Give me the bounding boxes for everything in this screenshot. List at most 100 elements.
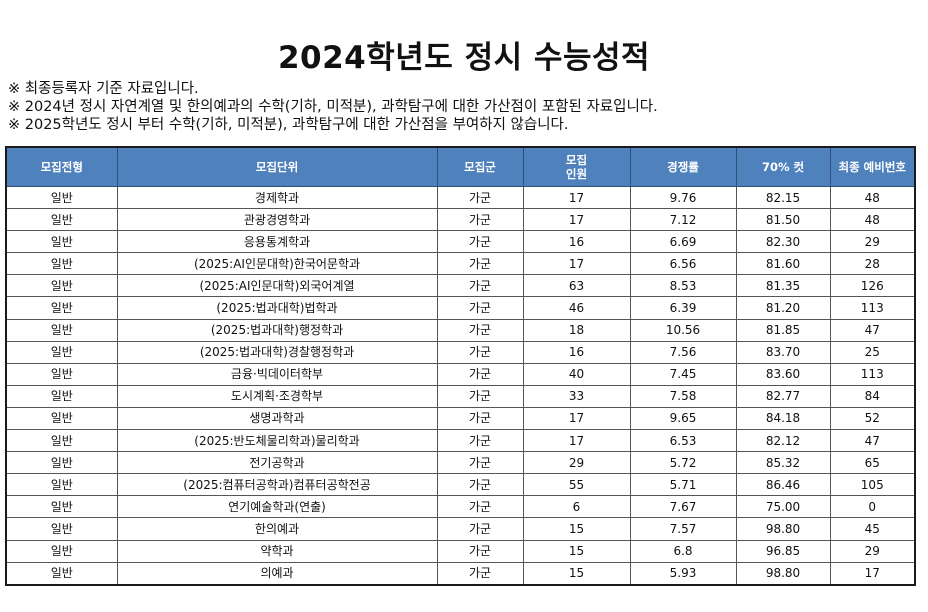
cell-quota: 15 xyxy=(522,561,631,586)
cell-department: (2025:반도체물리학과)물리학과 xyxy=(116,429,438,453)
cell-70-cut: 96.85 xyxy=(735,539,831,563)
cell-final-waitlist: 105 xyxy=(829,473,916,497)
cell-70-cut: 98.80 xyxy=(735,561,831,586)
cell-department: 약학과 xyxy=(116,539,438,563)
cell-competition-rate: 6.53 xyxy=(629,429,737,453)
cell-group: 가군 xyxy=(436,185,524,210)
cell-quota: 18 xyxy=(522,318,631,342)
cell-final-waitlist: 45 xyxy=(829,517,916,541)
table-row: 일반 경제학과 가군 17 9.76 82.15 48 xyxy=(5,185,916,210)
cell-quota: 63 xyxy=(522,274,631,298)
cell-final-waitlist: 48 xyxy=(829,208,916,232)
cell-admission-type: 일반 xyxy=(5,318,118,342)
cell-competition-rate: 6.69 xyxy=(629,230,737,254)
cell-70-cut: 85.32 xyxy=(735,451,831,475)
cell-admission-type: 일반 xyxy=(5,274,118,298)
note-bonus-included: ※ 2024년 정시 자연계열 및 한의예과의 수학(기하, 미적분), 과학탐… xyxy=(8,99,658,115)
header-department: 모집단위 xyxy=(116,146,438,187)
cell-quota: 17 xyxy=(522,429,631,453)
cell-department: 의예과 xyxy=(116,561,438,586)
cell-quota: 46 xyxy=(522,296,631,320)
notes: ※ 최종등록자 기준 자료입니다. ※ 2024년 정시 자연계열 및 한의예과… xyxy=(8,80,918,134)
cell-quota: 17 xyxy=(522,185,631,210)
cell-quota: 16 xyxy=(522,230,631,254)
table-row: 일반 (2025:반도체물리학과)물리학과 가군 17 6.53 82.12 47 xyxy=(5,429,916,453)
header-70-cut: 70% 컷 xyxy=(735,146,831,187)
cell-competition-rate: 6.39 xyxy=(629,296,737,320)
cell-group: 가군 xyxy=(436,362,524,386)
cell-admission-type: 일반 xyxy=(5,473,118,497)
cell-admission-type: 일반 xyxy=(5,208,118,232)
cell-department: (2025:컴퓨터공학과)컴퓨터공학전공 xyxy=(116,473,438,497)
cell-department: (2025:AI인문대학)외국어계열 xyxy=(116,274,438,298)
cell-final-waitlist: 113 xyxy=(829,296,916,320)
table-row: 일반 금융·빅데이터학부 가군 40 7.45 83.60 113 xyxy=(5,362,916,386)
cell-final-waitlist: 28 xyxy=(829,252,916,276)
cell-competition-rate: 7.12 xyxy=(629,208,737,232)
cell-70-cut: 83.70 xyxy=(735,340,831,364)
cell-group: 가군 xyxy=(436,208,524,232)
table-row: 일반 (2025:법과대학)경찰행정학과 가군 16 7.56 83.70 25 xyxy=(5,340,916,364)
cell-70-cut: 84.18 xyxy=(735,406,831,431)
cell-admission-type: 일반 xyxy=(5,185,118,210)
cell-70-cut: 81.60 xyxy=(735,252,831,276)
header-competition-rate: 경쟁률 xyxy=(629,146,737,187)
cell-quota: 6 xyxy=(522,495,631,519)
cell-admission-type: 일반 xyxy=(5,252,118,276)
cell-70-cut: 81.50 xyxy=(735,208,831,232)
cell-final-waitlist: 52 xyxy=(829,406,916,431)
cell-final-waitlist: 84 xyxy=(829,384,916,408)
cell-department: 경제학과 xyxy=(116,185,438,210)
cell-final-waitlist: 65 xyxy=(829,451,916,475)
cell-admission-type: 일반 xyxy=(5,517,118,541)
table-row: 일반 (2025:AI인문대학)외국어계열 가군 63 8.53 81.35 126 xyxy=(5,274,916,298)
cell-group: 가군 xyxy=(436,384,524,408)
cell-group: 가군 xyxy=(436,451,524,475)
cell-group: 가군 xyxy=(436,561,524,586)
cell-70-cut: 81.35 xyxy=(735,274,831,298)
cell-final-waitlist: 25 xyxy=(829,340,916,364)
admission-results-table: 모집전형 모집단위 모집군 모집 인원 경쟁률 70% 컷 최종 예비번호 일반… xyxy=(5,146,916,586)
cell-department: 생명과학과 xyxy=(116,406,438,431)
table-row: 일반 약학과 가군 15 6.8 96.85 29 xyxy=(5,539,916,563)
cell-competition-rate: 5.71 xyxy=(629,473,737,497)
cell-final-waitlist: 0 xyxy=(829,495,916,519)
cell-quota: 33 xyxy=(522,384,631,408)
cell-admission-type: 일반 xyxy=(5,495,118,519)
page-title: 2024학년도 정시 수능성적 xyxy=(277,40,651,76)
cell-70-cut: 82.77 xyxy=(735,384,831,408)
cell-department: 전기공학과 xyxy=(116,451,438,475)
cell-admission-type: 일반 xyxy=(5,539,118,563)
cell-quota: 55 xyxy=(522,473,631,497)
cell-70-cut: 98.80 xyxy=(735,517,831,541)
table-row: 일반 관광경영학과 가군 17 7.12 81.50 48 xyxy=(5,208,916,232)
cell-final-waitlist: 29 xyxy=(829,230,916,254)
cell-admission-type: 일반 xyxy=(5,561,118,586)
header-final-waitlist: 최종 예비번호 xyxy=(829,146,916,187)
cell-70-cut: 86.46 xyxy=(735,473,831,497)
cell-group: 가군 xyxy=(436,473,524,497)
cell-quota: 17 xyxy=(522,208,631,232)
cell-final-waitlist: 47 xyxy=(829,318,916,342)
cell-department: (2025:법과대학)행정학과 xyxy=(116,318,438,342)
cell-group: 가군 xyxy=(436,495,524,519)
cell-group: 가군 xyxy=(436,252,524,276)
cell-competition-rate: 6.56 xyxy=(629,252,737,276)
cell-quota: 17 xyxy=(522,406,631,431)
cell-70-cut: 75.00 xyxy=(735,495,831,519)
table-row: 일반 생명과학과 가군 17 9.65 84.18 52 xyxy=(5,406,916,431)
cell-group: 가군 xyxy=(436,274,524,298)
table-row: 일반 의예과 가군 15 5.93 98.80 17 xyxy=(5,561,916,586)
header-quota: 모집 인원 xyxy=(522,146,631,187)
cell-final-waitlist: 29 xyxy=(829,539,916,563)
cell-70-cut: 81.85 xyxy=(735,318,831,342)
cell-admission-type: 일반 xyxy=(5,406,118,431)
note-registrant-basis: ※ 최종등록자 기준 자료입니다. xyxy=(8,81,199,97)
cell-group: 가군 xyxy=(436,296,524,320)
cell-admission-type: 일반 xyxy=(5,384,118,408)
cell-department: 도시계획·조경학부 xyxy=(116,384,438,408)
cell-competition-rate: 9.65 xyxy=(629,406,737,431)
table-header-row: 모집전형 모집단위 모집군 모집 인원 경쟁률 70% 컷 최종 예비번호 xyxy=(5,146,916,187)
cell-group: 가군 xyxy=(436,340,524,364)
cell-final-waitlist: 47 xyxy=(829,429,916,453)
